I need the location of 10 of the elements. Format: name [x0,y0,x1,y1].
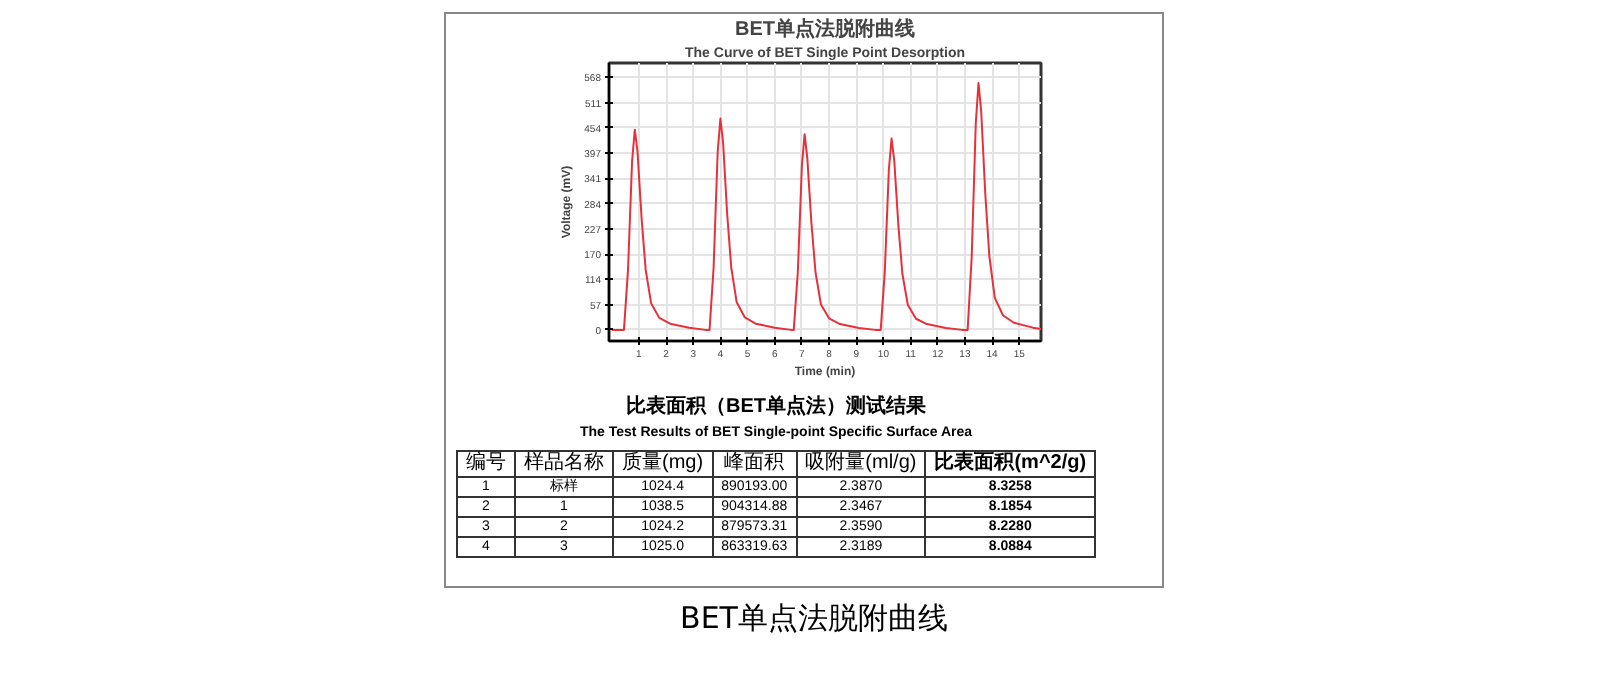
line-series [610,82,1041,331]
text: 比表面积（BET单点法）测试结果 [626,396,927,418]
text: BET单点法脱附曲线 [678,598,950,640]
text: 峰面积 [712,451,797,477]
text: 吸附量(ml/g) [796,451,926,477]
chart-title: BET单点法脱附曲线 [735,17,915,41]
text: 编号 [457,451,515,477]
text: 质量(mg) [613,451,713,477]
text: 样品名称 [515,451,613,477]
text: 比表面积(m^2/g) [925,451,1096,477]
